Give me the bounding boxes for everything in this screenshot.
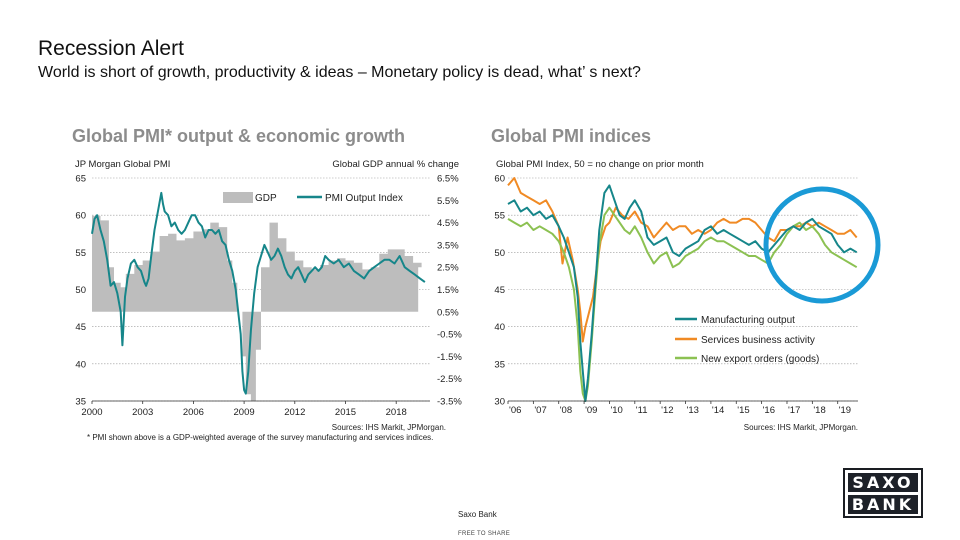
right-chart-ytick-label: 55 <box>494 211 505 222</box>
right-xtick-label: '06 <box>509 405 521 416</box>
right-xtick-label: '19 <box>839 405 851 416</box>
right-gridlines <box>508 177 858 402</box>
left-ytick-label: 55 <box>75 248 86 259</box>
right-chart-ytick-label: 50 <box>494 248 505 259</box>
left-xtick-label: 2015 <box>335 407 356 418</box>
left-xtick-label: 2003 <box>132 407 153 418</box>
left-ytick-label: 50 <box>75 285 86 296</box>
right-ytick-label: 5.5% <box>437 196 459 207</box>
right-xtick-label: '15 <box>737 405 749 416</box>
slide-subtitle: World is short of growth, productivity &… <box>38 64 641 81</box>
left-source: Sources: IHS Markit, JPMorgan. <box>332 423 446 432</box>
right-axis-label: Global GDP annual % change <box>332 159 459 170</box>
right-xtick-label: '10 <box>610 405 622 416</box>
left-ytick-label: 65 <box>75 174 86 185</box>
right-ytick-label: 6.5% <box>437 174 459 185</box>
right-xtick-label: '07 <box>534 405 546 416</box>
left-ytick-label: 45 <box>75 322 86 333</box>
right-chart-ytick-label: 30 <box>494 397 505 408</box>
right-ytick-label: -0.5% <box>437 330 462 341</box>
right-ytick-label: -3.5% <box>437 397 462 408</box>
logo-line-bank: BANK <box>848 495 918 514</box>
left-chart-title: Global PMI* output & economic growth <box>72 126 405 146</box>
right-chart-axis-label: Global PMI Index, 50 = no change on prio… <box>496 159 704 170</box>
right-xtick-label: '11 <box>636 405 648 416</box>
right-series-layer <box>507 177 858 402</box>
right-ytick-label: 0.5% <box>437 307 459 318</box>
right-chart-ytick-label: 35 <box>494 359 505 370</box>
left-ytick-label: 40 <box>75 359 86 370</box>
logo-line-saxo: SAXO <box>848 473 918 492</box>
right-chart-ytick-label: 40 <box>494 322 505 333</box>
left-chart: Global PMI* output & economic growth JP … <box>72 126 462 442</box>
left-xtick-label: 2012 <box>284 407 305 418</box>
gdp-area <box>92 215 430 401</box>
right-chart-title: Global PMI indices <box>491 126 651 146</box>
right-chart-yticks: 60 55 50 45 40 35 30 <box>494 174 505 408</box>
right-chart-ytick-label: 45 <box>494 285 505 296</box>
right-xtick-label: '12 <box>661 405 673 416</box>
legend-gdp-swatch <box>223 192 253 203</box>
right-ytick-label: 4.5% <box>437 218 459 229</box>
legend-manufacturing-label: Manufacturing output <box>701 315 795 326</box>
right-xtick-label: '13 <box>687 405 699 416</box>
highlight-circle <box>763 186 881 304</box>
right-chart: Global PMI indices Global PMI Index, 50 … <box>491 126 881 432</box>
right-ytick-label: 2.5% <box>437 263 459 274</box>
slide-title: Recession Alert <box>38 37 184 60</box>
pmi-line-layer <box>91 191 426 395</box>
legend-services-label: Services business activity <box>701 335 815 346</box>
right-xtick-label: '09 <box>585 405 597 416</box>
right-source: Sources: IHS Markit, JPMorgan. <box>744 423 858 432</box>
pmi-output-line <box>91 191 426 395</box>
left-xtick-label: 2006 <box>183 407 204 418</box>
right-xtick-label: '17 <box>788 405 800 416</box>
right-xtick-label: '16 <box>763 405 775 416</box>
left-xtick-label: 2000 <box>81 407 102 418</box>
right-ytick-label: 1.5% <box>437 285 459 296</box>
left-ytick-label: 35 <box>75 397 86 408</box>
right-ytick-label: 3.5% <box>437 240 459 251</box>
left-xtick-label: 2018 <box>386 407 407 418</box>
left-axis-label: JP Morgan Global PMI <box>75 159 170 170</box>
legend-gdp-label: GDP <box>255 193 277 204</box>
right-ytick-label: -1.5% <box>437 352 462 363</box>
footer-company: Saxo Bank <box>458 510 497 519</box>
right-yticks: 6.5% 5.5% 4.5% 3.5% 2.5% 1.5% 0.5% -0.5% -1.5% -2… <box>437 174 462 408</box>
right-chart-ytick-label: 60 <box>494 174 505 185</box>
right-chart-xticks: '06 '07 '08 '09 '10 '11 '12 '13 '14 '15 '16 '17 '18 '… <box>507 400 858 416</box>
footer-share-note: FREE TO SHARE <box>458 531 511 537</box>
gdp-area-layer <box>92 215 430 401</box>
left-xticks: 2000 2003 2006 2009 2012 2015 2018 <box>81 400 430 418</box>
left-yticks: 65 60 55 50 45 40 35 <box>75 174 86 408</box>
right-ytick-label: -2.5% <box>437 374 462 385</box>
left-xtick-label: 2009 <box>234 407 255 418</box>
left-ytick-label: 60 <box>75 211 86 222</box>
legend-export-label: New export orders (goods) <box>701 354 819 365</box>
manufacturing-output-line <box>507 184 858 402</box>
saxo-bank-logo: SAXO BANK <box>843 468 923 518</box>
left-footnote: * PMI shown above is a GDP-weighted aver… <box>87 433 433 442</box>
legend-pmi-label: PMI Output Index <box>325 193 403 204</box>
right-xtick-label: '14 <box>712 405 724 416</box>
right-xtick-label: '18 <box>813 405 825 416</box>
right-xtick-label: '08 <box>560 405 572 416</box>
